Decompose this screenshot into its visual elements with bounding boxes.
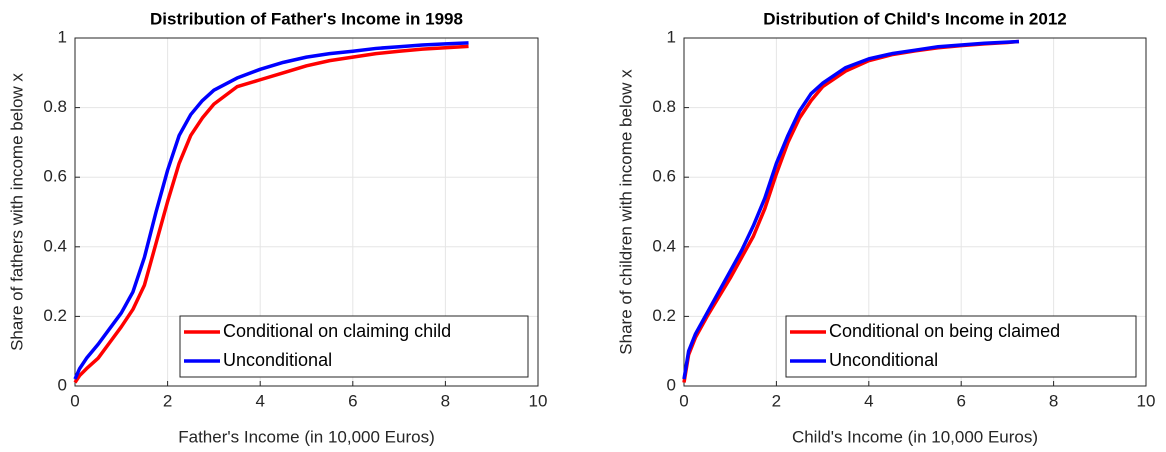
legend: Conditional on claiming child Uncondition… <box>179 315 529 378</box>
line-series <box>682 39 1020 380</box>
x-tick-label: 0 <box>70 391 79 410</box>
y-tick-label: 0.8 <box>43 97 67 116</box>
x-tick-label: 4 <box>864 391 873 410</box>
y-tick-label: 0.6 <box>652 167 676 186</box>
legend-label: Conditional on claiming child <box>223 321 451 341</box>
legend-label: Unconditional <box>223 350 332 370</box>
y-tick-label: 0.8 <box>652 97 676 116</box>
chart-title: Distribution of Father's Income in 1998 <box>150 9 463 28</box>
y-tick-label: 0.2 <box>43 306 67 325</box>
x-tick-label: 2 <box>772 391 781 410</box>
y-tick-label: 0.4 <box>652 236 676 255</box>
y-axis-label: Share of fathers with income below x <box>7 73 26 351</box>
axes-box <box>683 37 1147 387</box>
axes-box <box>74 37 539 387</box>
x-tick-label: 2 <box>163 391 172 410</box>
x-tick-label: 8 <box>1049 391 1058 410</box>
y-tick-label: 0 <box>667 375 676 394</box>
x-axis-label: Father's Income (in 10,000 Euros) <box>178 427 434 446</box>
legend: Conditional on being claimed Unconditiona… <box>785 315 1137 378</box>
x-tick-label: 8 <box>441 391 450 410</box>
legend-label: Conditional on being claimed <box>829 321 1060 341</box>
x-tick-label: 10 <box>529 391 548 410</box>
y-tick-label: 0.4 <box>43 236 67 255</box>
x-tick-label: 6 <box>956 391 965 410</box>
y-tick-label: 0.6 <box>43 167 67 186</box>
legend-box <box>785 315 1137 378</box>
line-series <box>73 44 469 384</box>
x-tick-label: 4 <box>255 391 264 410</box>
y-tick-label: 1 <box>58 27 67 46</box>
y-tick-label: 0.2 <box>652 306 676 325</box>
legend-label: Unconditional <box>829 350 938 370</box>
x-tick-label: 0 <box>679 391 688 410</box>
legend-box <box>179 315 529 378</box>
chart-title: Distribution of Child's Income in 2012 <box>763 9 1066 28</box>
x-tick-label: 10 <box>1137 391 1156 410</box>
y-tick-label: 0 <box>58 375 67 394</box>
y-axis-label: Share of children with income below x <box>616 69 635 355</box>
y-tick-label: 1 <box>667 27 676 46</box>
line-series <box>73 41 469 380</box>
x-tick-label: 6 <box>348 391 357 410</box>
x-axis-label: Child's Income (in 10,000 Euros) <box>792 427 1038 446</box>
